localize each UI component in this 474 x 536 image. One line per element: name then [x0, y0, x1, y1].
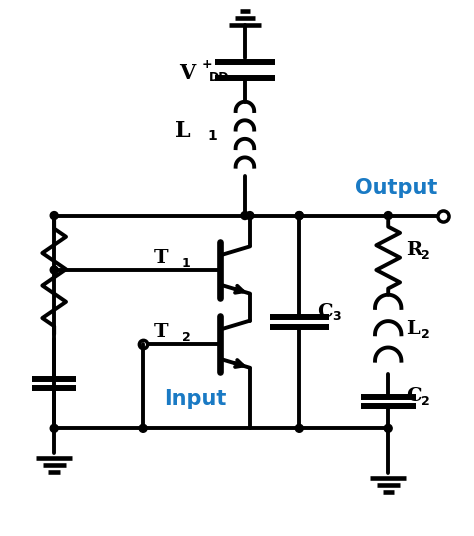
Circle shape: [295, 212, 303, 220]
Text: 2: 2: [421, 249, 429, 262]
Text: C: C: [317, 303, 333, 321]
Text: Input: Input: [164, 389, 226, 408]
Text: 2: 2: [421, 328, 429, 341]
Circle shape: [50, 425, 58, 432]
Text: Output: Output: [355, 178, 438, 198]
Circle shape: [139, 425, 147, 432]
Text: 2: 2: [182, 331, 191, 344]
Text: DD: DD: [210, 71, 230, 84]
Text: V: V: [179, 63, 195, 83]
Circle shape: [384, 425, 392, 432]
Circle shape: [50, 266, 58, 274]
Circle shape: [50, 212, 58, 220]
Circle shape: [295, 425, 303, 432]
Text: C: C: [406, 387, 421, 405]
Circle shape: [384, 212, 392, 220]
Text: R: R: [406, 241, 422, 259]
Text: L: L: [406, 321, 419, 338]
Text: L: L: [175, 121, 191, 143]
Circle shape: [295, 212, 303, 220]
Text: +: +: [202, 58, 213, 71]
Circle shape: [246, 212, 254, 220]
Text: 1: 1: [182, 257, 191, 270]
Text: T: T: [154, 249, 169, 267]
Text: 3: 3: [332, 310, 340, 324]
Text: T: T: [154, 323, 169, 341]
Text: 1: 1: [207, 129, 217, 143]
Circle shape: [241, 212, 249, 220]
Text: 2: 2: [421, 394, 429, 407]
